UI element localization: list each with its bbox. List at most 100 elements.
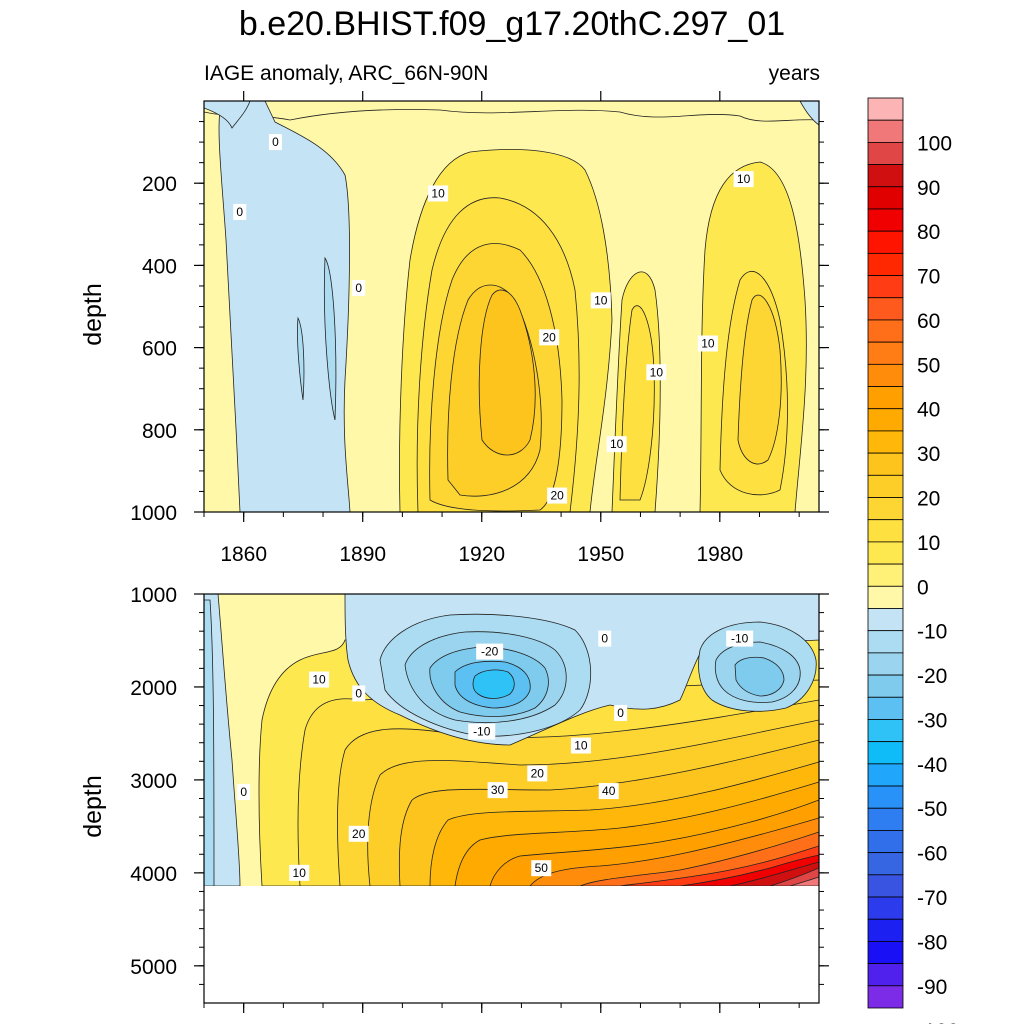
contour-label: 20	[543, 330, 557, 344]
contour-label: 0	[240, 785, 247, 799]
axes: 1860 1890 1920 1950 198020040060080010001000…	[79, 91, 829, 1013]
colorbar-swatch	[867, 186, 904, 210]
colorbar-label: -30	[917, 709, 947, 732]
x-tick-label: 1890	[339, 543, 386, 566]
colorbar-label: 90	[917, 177, 940, 200]
colorbar-swatch	[867, 363, 904, 387]
contour-label-box	[726, 630, 754, 647]
colorbar-swatch	[867, 696, 904, 720]
top-y-tick-label: 200	[142, 173, 177, 196]
contour-label-box	[590, 292, 611, 309]
colorbar-swatch	[867, 386, 904, 410]
colorbar: 1009080706050403020100-10-20-30-40-50-60…	[867, 97, 959, 1024]
contour-label-box	[428, 185, 449, 202]
contour-label: 0	[617, 706, 624, 720]
colorbar-label: -70	[917, 887, 947, 910]
colorbar-label: 0	[917, 576, 929, 599]
contour-label-box	[289, 864, 310, 881]
colorbar-label: -20	[917, 665, 947, 688]
colorbar-swatch	[867, 852, 904, 876]
top-y-tick-label: 1000	[130, 502, 177, 525]
colorbar-label: 20	[917, 488, 940, 511]
contour-label: -20	[481, 645, 499, 659]
colorbar-swatch	[867, 585, 904, 609]
colorbar-label: -40	[917, 754, 947, 777]
colorbar-label: -50	[917, 798, 947, 821]
contour-band-neg-1870	[218, 101, 351, 512]
contour-label-box	[348, 825, 369, 842]
bottom-y-tick-label: 4000	[130, 863, 177, 886]
colorbar-swatch	[867, 541, 904, 565]
colorbar-label: -100	[917, 1020, 959, 1024]
top-y-tick-label: 600	[142, 338, 177, 361]
bottom-panel-field	[204, 594, 819, 886]
colorbar-swatch	[867, 896, 904, 920]
top-y-axis-label: depth	[79, 283, 107, 346]
colorbar-swatch	[867, 985, 904, 1009]
contour-label: 10	[650, 365, 664, 379]
contour-band-20-1990	[737, 294, 782, 465]
colorbar-swatch	[867, 918, 904, 942]
contour-label: 20	[352, 827, 366, 841]
x-tick-label: 1980	[696, 543, 743, 566]
contour-label-box	[268, 134, 282, 151]
contour-label: 10	[293, 866, 307, 880]
contour-label-box	[614, 704, 628, 721]
contour-band-100	[789, 876, 819, 886]
colorbar-swatch	[867, 741, 904, 765]
contour-label-box	[309, 671, 330, 688]
colorbar-swatch	[867, 941, 904, 965]
colorbar-label: -10	[917, 621, 947, 644]
contour-label-box	[598, 783, 619, 800]
contour-band-15-1960	[619, 305, 655, 501]
contour-label-box	[570, 737, 591, 754]
contour-label: 50	[535, 861, 549, 875]
colorbar-swatch	[867, 519, 904, 543]
bottom-y-tick-label: 3000	[130, 770, 177, 793]
top-panel-field	[204, 101, 819, 512]
colorbar-swatch	[867, 608, 904, 632]
colorbar-swatch	[867, 963, 904, 987]
contour-label: 20	[550, 489, 564, 503]
chart-title: b.e20.BHIST.f09_g17.20thC.297_01	[238, 5, 786, 43]
contour-label: 10	[737, 172, 751, 186]
contour-label: 0	[355, 686, 362, 700]
colorbar-swatch	[867, 785, 904, 809]
contour-label: 10	[701, 336, 715, 350]
colorbar-swatch	[867, 563, 904, 587]
colorbar-swatch	[867, 230, 904, 254]
bottom-y-tick-label: 2000	[130, 677, 177, 700]
colorbar-label: 70	[917, 266, 940, 289]
contour-label: 40	[602, 784, 616, 798]
colorbar-swatch	[867, 408, 904, 432]
colorbar-swatch	[867, 319, 904, 343]
contour-label: 0	[355, 281, 362, 295]
contour-label-box	[733, 171, 754, 188]
x-tick-label: 1860	[220, 543, 267, 566]
colorbar-label: -80	[917, 931, 947, 954]
colorbar-swatch	[867, 474, 904, 498]
top-y-tick-label: 800	[142, 420, 177, 443]
contour-label-box	[606, 436, 627, 453]
contour-label-box	[476, 643, 504, 660]
colorbar-label: 10	[917, 532, 940, 555]
contour-label-box	[468, 723, 496, 740]
colorbar-label: -60	[917, 843, 947, 866]
contour-band-neg-n30	[472, 669, 515, 699]
contour-band-neg-surface	[204, 101, 819, 122]
contour-band-neg-east20	[734, 656, 785, 697]
contour-label: 10	[594, 293, 608, 307]
contour-label: 20	[531, 766, 545, 780]
contour-label-box	[547, 487, 568, 504]
chart-subtitle: IAGE anomaly, ARC_66N-90N	[204, 62, 489, 85]
colorbar-swatch	[867, 807, 904, 831]
x-tick-label: 1920	[458, 543, 505, 566]
colorbar-swatch	[867, 430, 904, 454]
chart-units: years	[768, 62, 820, 85]
contour-label-box	[233, 203, 247, 220]
contour-band-neg-top1	[204, 101, 251, 129]
contour-label-box	[352, 685, 366, 702]
contour-label: 10	[312, 673, 326, 687]
contour-band-neg-west2	[204, 599, 215, 886]
contour-label-box	[539, 329, 560, 346]
